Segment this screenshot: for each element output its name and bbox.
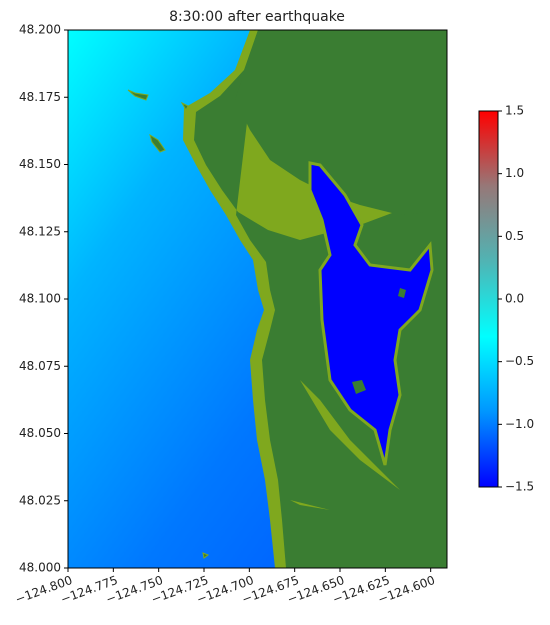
colorbar: [478, 110, 499, 488]
y-tick-label: 48.050: [19, 426, 61, 440]
y-tick-label: 48.200: [19, 23, 61, 37]
colorbar-tick-label: −0.5: [505, 354, 534, 368]
colorbar-tick-label: −1.0: [505, 417, 534, 431]
islet: [127, 89, 210, 559]
chart-title: 8:30:00 after earthquake: [169, 9, 345, 25]
bay: [308, 161, 434, 466]
colorbar-tick-label: 1.0: [505, 166, 524, 180]
river-fringe: [290, 380, 400, 510]
map-raster: [68, 30, 447, 568]
y-tick-label: 48.100: [19, 292, 61, 306]
y-tick-label: 48.175: [19, 90, 61, 104]
y-tick-label: 48.025: [19, 493, 61, 507]
land-upper: [235, 30, 447, 215]
colorbar-tick-label: −1.5: [505, 480, 534, 494]
island: [352, 288, 406, 394]
y-tick-label: 48.150: [19, 157, 61, 171]
colorbar-tick-label: 0.5: [505, 229, 524, 243]
y-tick-label: 48.075: [19, 359, 61, 373]
colorbar-tick-label: 1.5: [505, 104, 524, 118]
y-tick-label: 48.000: [19, 561, 61, 575]
y-tick-label: 48.125: [19, 224, 61, 238]
colorbar-tick-label: 0.0: [505, 292, 524, 306]
